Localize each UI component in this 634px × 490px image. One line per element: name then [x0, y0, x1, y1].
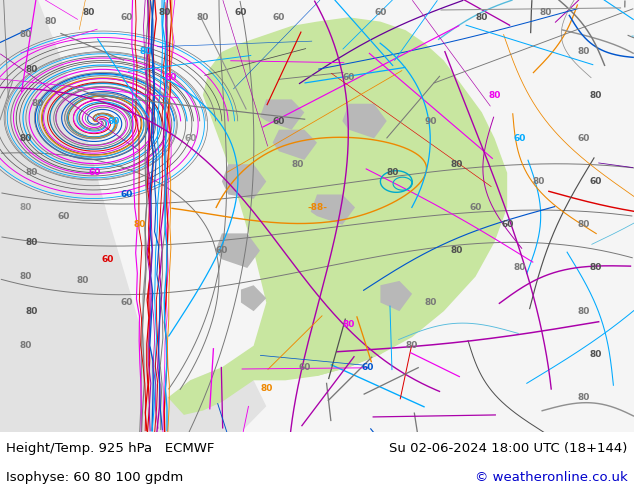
Text: 80: 80	[19, 272, 32, 281]
Text: 80: 80	[25, 238, 38, 246]
Text: 80: 80	[577, 307, 590, 316]
Text: 80: 80	[590, 91, 602, 99]
Text: 60: 60	[273, 117, 285, 125]
Text: 60: 60	[501, 220, 514, 229]
Text: 80: 80	[590, 264, 602, 272]
Text: 80: 80	[260, 385, 273, 393]
Text: 80: 80	[19, 341, 32, 350]
Text: 80: 80	[158, 8, 171, 18]
Text: 60: 60	[361, 363, 374, 372]
Text: 80: 80	[25, 169, 38, 177]
Text: 60: 60	[469, 203, 482, 212]
Text: Height/Temp. 925 hPa   ECMWF: Height/Temp. 925 hPa ECMWF	[6, 442, 215, 455]
Text: 60: 60	[590, 177, 602, 186]
Text: 80: 80	[406, 341, 418, 350]
Text: 80: 80	[19, 134, 32, 143]
Text: 60: 60	[89, 169, 101, 177]
Text: 80: 80	[577, 393, 590, 402]
Text: 60: 60	[577, 134, 590, 143]
Text: 80: 80	[19, 203, 32, 212]
Text: © weatheronline.co.uk: © weatheronline.co.uk	[475, 471, 628, 484]
Text: 80: 80	[450, 160, 463, 169]
Text: 80: 80	[514, 264, 526, 272]
Text: 80: 80	[32, 99, 44, 108]
Text: 80: 80	[590, 350, 602, 359]
Text: 60: 60	[235, 8, 247, 18]
Text: 80: 80	[133, 220, 146, 229]
Text: 60: 60	[273, 13, 285, 22]
Text: 80: 80	[476, 13, 488, 22]
Text: 60: 60	[184, 134, 197, 143]
Text: 60: 60	[514, 134, 526, 143]
Text: 80: 80	[533, 177, 545, 186]
Text: 80: 80	[577, 220, 590, 229]
Text: 60: 60	[165, 74, 178, 82]
Text: 60: 60	[108, 117, 120, 125]
Text: 80: 80	[139, 48, 152, 56]
Text: -88-: -88-	[307, 203, 327, 212]
Text: 60: 60	[120, 13, 133, 22]
Text: 80: 80	[44, 17, 57, 26]
Text: 80: 80	[577, 48, 590, 56]
Text: 60: 60	[120, 298, 133, 307]
Text: 60: 60	[342, 74, 355, 82]
Text: 80: 80	[387, 169, 399, 177]
Text: 80: 80	[488, 91, 501, 99]
Text: 90: 90	[425, 117, 437, 125]
Text: 80: 80	[342, 319, 355, 329]
Text: 80: 80	[25, 307, 38, 316]
Text: 80: 80	[76, 276, 89, 285]
Text: 80: 80	[450, 246, 463, 255]
Text: 60: 60	[101, 255, 114, 264]
Text: Isophyse: 60 80 100 gpdm: Isophyse: 60 80 100 gpdm	[6, 471, 184, 484]
Text: 60: 60	[298, 363, 311, 372]
Text: 80: 80	[82, 8, 95, 18]
Text: 80: 80	[19, 30, 32, 39]
Text: 80: 80	[539, 8, 552, 18]
Text: 80: 80	[292, 160, 304, 169]
Text: 80: 80	[197, 13, 209, 22]
Text: 80: 80	[25, 65, 38, 74]
Text: 60: 60	[57, 212, 70, 220]
Text: 60: 60	[216, 246, 228, 255]
Text: 60: 60	[374, 8, 387, 18]
Text: 60: 60	[120, 190, 133, 199]
Text: Su 02-06-2024 18:00 UTC (18+144): Su 02-06-2024 18:00 UTC (18+144)	[389, 442, 628, 455]
Text: 80: 80	[425, 298, 437, 307]
